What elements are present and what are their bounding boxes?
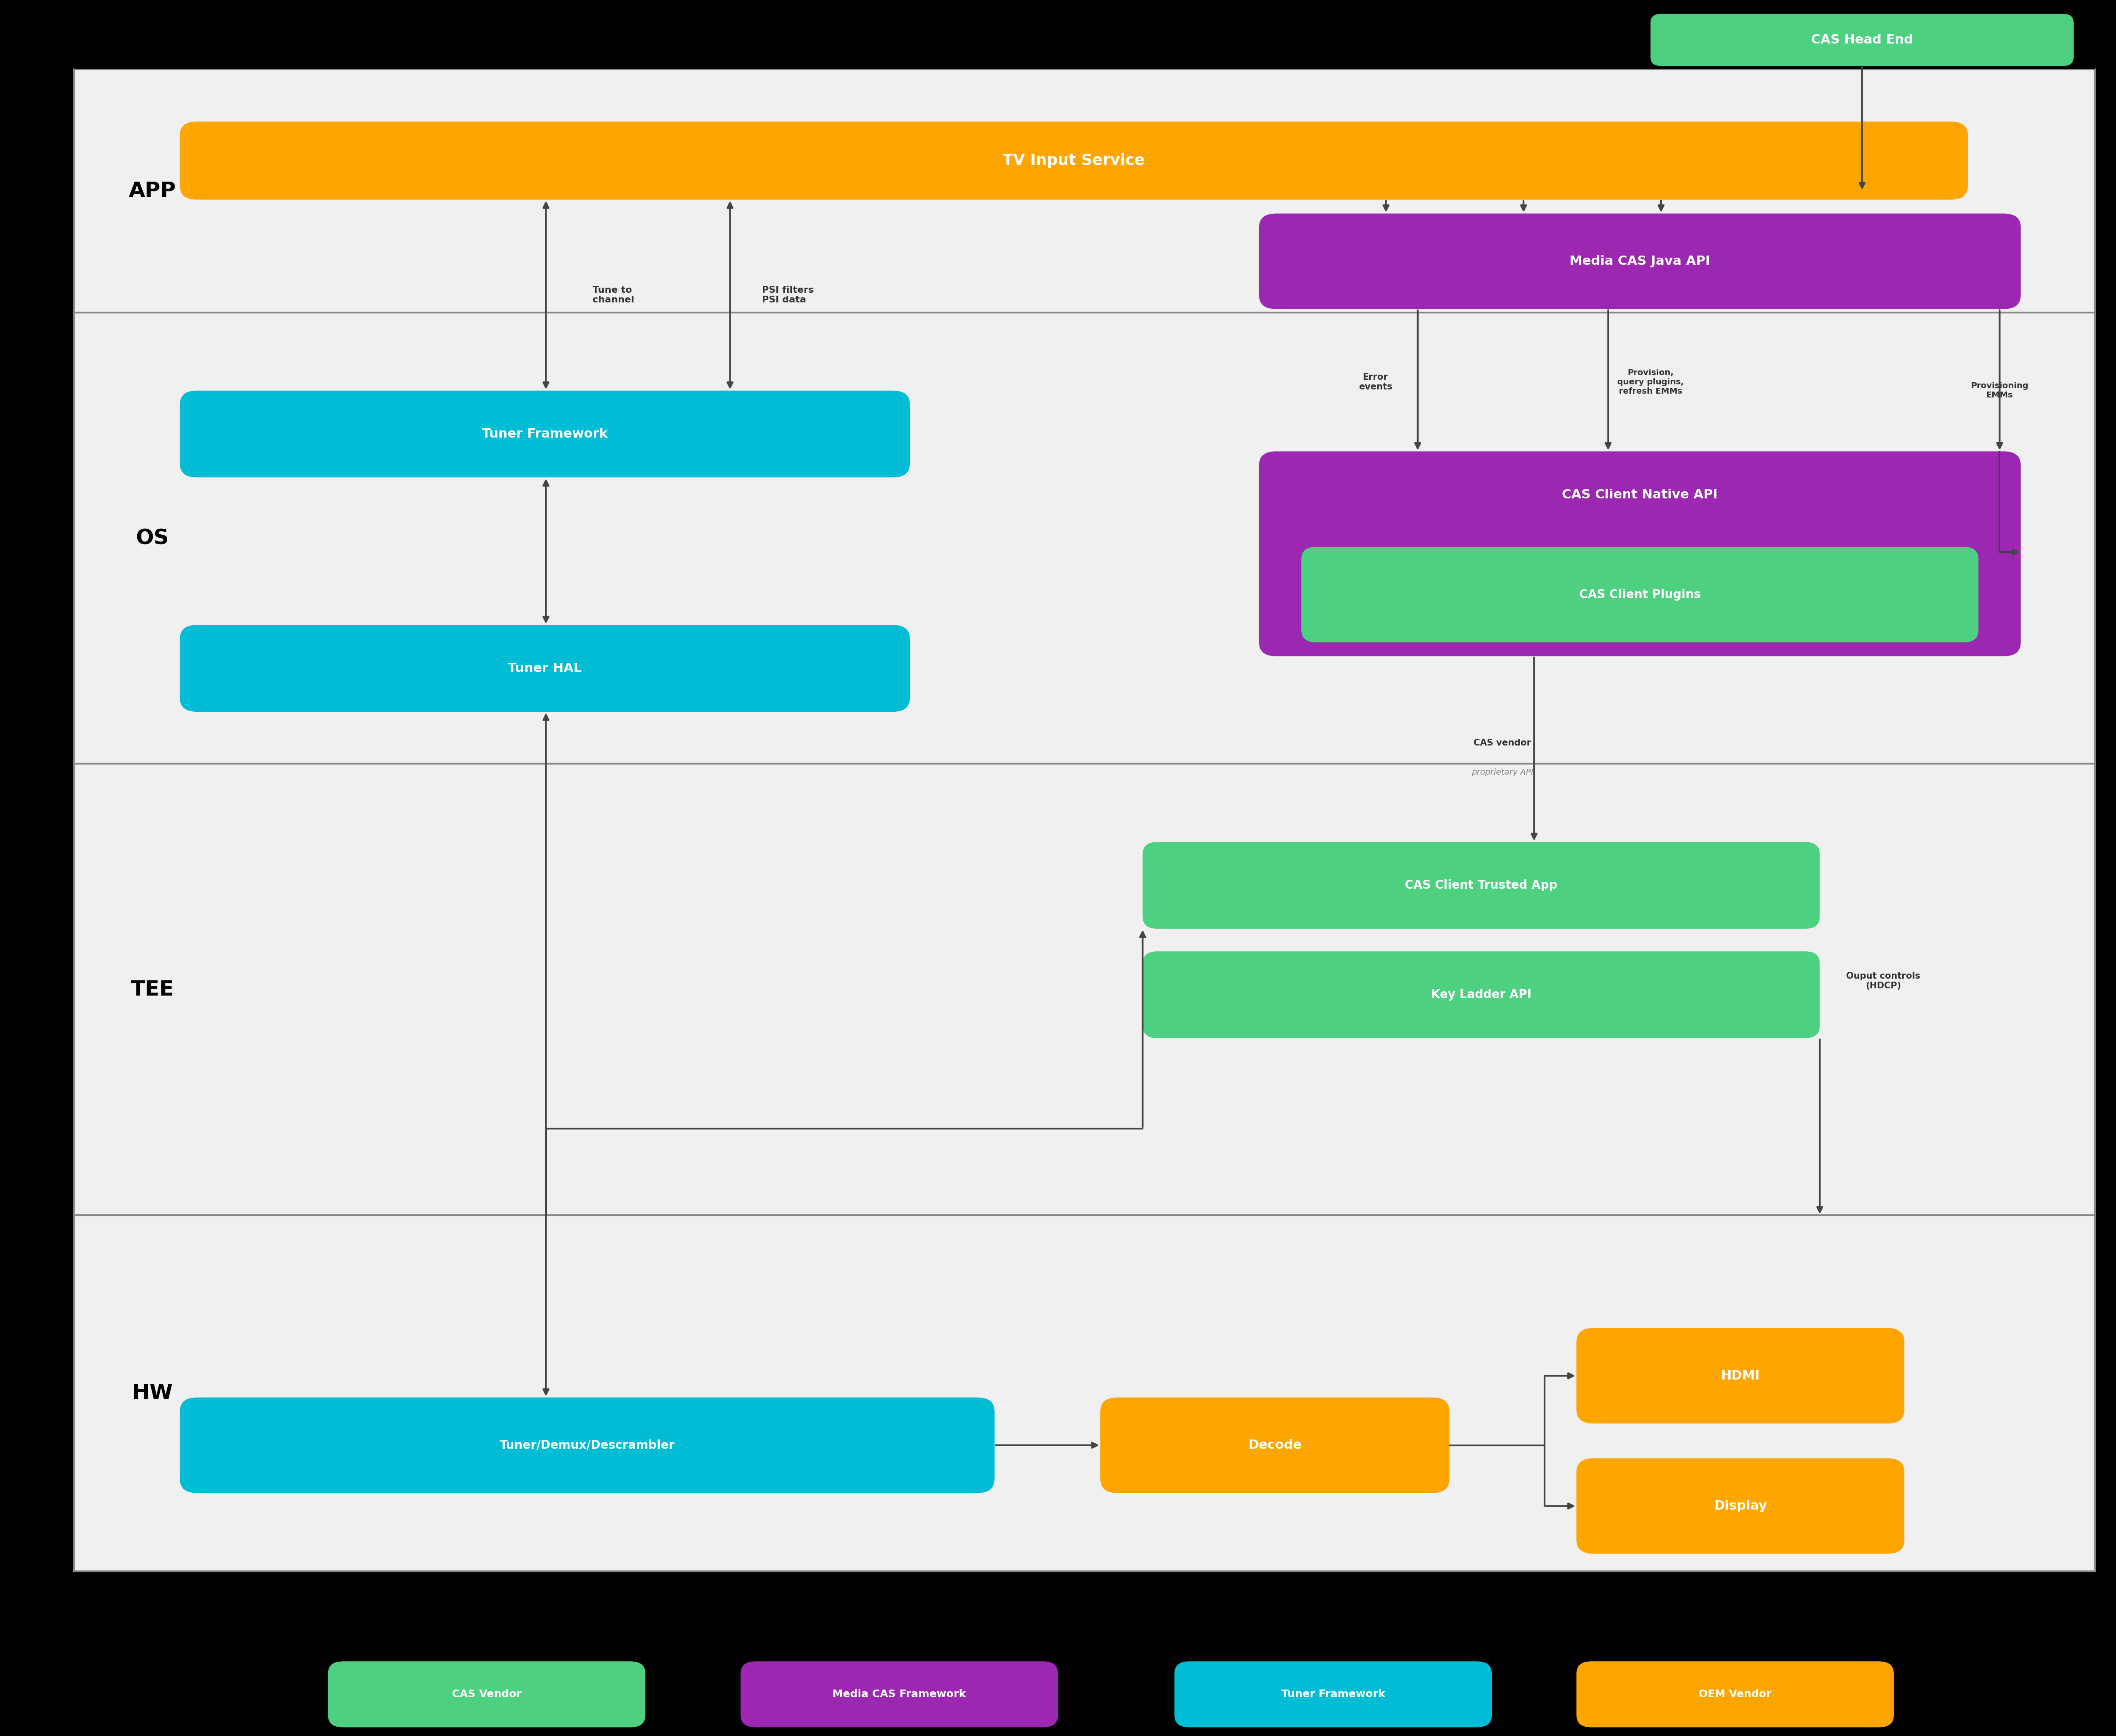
Text: TV Input Service: TV Input Service [1003, 153, 1145, 168]
Text: Provision,
query plugins,
refresh EMMs: Provision, query plugins, refresh EMMs [1617, 368, 1684, 396]
Text: OEM Vendor: OEM Vendor [1699, 1689, 1771, 1700]
FancyBboxPatch shape [1576, 1661, 1894, 1727]
Text: Tuner Framework: Tuner Framework [1280, 1689, 1386, 1700]
FancyBboxPatch shape [1576, 1458, 1904, 1554]
FancyBboxPatch shape [180, 1397, 995, 1493]
Text: Media CAS Framework: Media CAS Framework [832, 1689, 967, 1700]
Text: CAS Client Plugins: CAS Client Plugins [1579, 589, 1701, 601]
FancyBboxPatch shape [1174, 1661, 1492, 1727]
FancyBboxPatch shape [1576, 1328, 1904, 1424]
Text: APP: APP [129, 181, 176, 201]
Text: HW: HW [131, 1384, 174, 1403]
Text: PSI filters
PSI data: PSI filters PSI data [762, 286, 815, 304]
Text: CAS vendor: CAS vendor [1473, 740, 1532, 746]
Text: Decode: Decode [1248, 1439, 1301, 1451]
Text: Error
events: Error events [1644, 227, 1678, 245]
FancyBboxPatch shape [1143, 842, 1820, 929]
Text: Key Ladder API: Key Ladder API [1430, 990, 1532, 1000]
Text: TEE: TEE [131, 979, 174, 1000]
FancyBboxPatch shape [180, 391, 910, 477]
Text: open
session: open session [1314, 227, 1352, 245]
Text: CAS Client Native API: CAS Client Native API [1562, 488, 1718, 502]
Bar [74, 1215, 2095, 1571]
FancyBboxPatch shape [741, 1661, 1058, 1727]
Text: proprietary API: proprietary API [1471, 769, 1534, 776]
Text: HDMI: HDMI [1720, 1370, 1761, 1382]
FancyBboxPatch shape [180, 122, 1968, 200]
FancyBboxPatch shape [1143, 951, 1820, 1038]
Text: Display: Display [1714, 1500, 1767, 1512]
Text: CAS Head End: CAS Head End [1811, 33, 1913, 47]
Text: Ouput controls
(HDCP): Ouput controls (HDCP) [1845, 972, 1921, 990]
Text: EMMs
EOMs: EMMs EOMs [1509, 227, 1538, 245]
FancyBboxPatch shape [180, 625, 910, 712]
FancyBboxPatch shape [328, 1661, 645, 1727]
Text: OS: OS [135, 528, 169, 549]
Bar [74, 69, 2095, 312]
Text: Tuner Framework: Tuner Framework [482, 427, 607, 441]
FancyBboxPatch shape [1650, 14, 2074, 66]
Text: Error
events: Error events [1358, 373, 1392, 391]
Text: Provisioning
EMMs: Provisioning EMMs [1970, 382, 2029, 399]
Text: Tuner/Demux/Descrambler: Tuner/Demux/Descrambler [499, 1439, 675, 1451]
Bar [74, 764, 2095, 1215]
FancyBboxPatch shape [1301, 547, 1978, 642]
Text: CAS Vendor: CAS Vendor [453, 1689, 521, 1700]
Bar [74, 312, 2095, 764]
Text: Tune to
channel: Tune to channel [592, 286, 635, 304]
Text: Provision,
query plugins,
refresh EMMs: Provision, query plugins, refresh EMMs [1915, 220, 1983, 248]
Text: Media CAS Java API: Media CAS Java API [1570, 255, 1710, 267]
Text: Tuner HAL: Tuner HAL [508, 661, 582, 675]
Text: CAS Client Trusted App: CAS Client Trusted App [1405, 880, 1557, 891]
FancyBboxPatch shape [1100, 1397, 1449, 1493]
FancyBboxPatch shape [1259, 214, 2021, 309]
FancyBboxPatch shape [1259, 451, 2021, 656]
Bar [74, 9, 2095, 69]
